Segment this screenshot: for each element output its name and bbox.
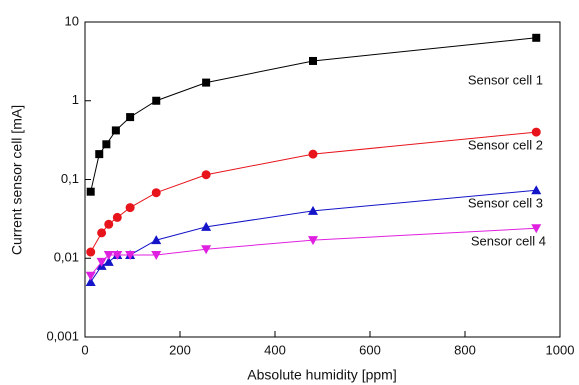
marker <box>86 187 95 196</box>
x-tick-label: 600 <box>359 342 381 357</box>
marker <box>103 250 114 260</box>
marker <box>102 140 111 149</box>
marker <box>308 205 318 215</box>
y-tick-label: 0,01 <box>54 250 79 265</box>
y-tick-label: 0,1 <box>61 171 79 186</box>
marker <box>125 203 135 213</box>
y-axis-title: Current sensor cell [mA] <box>9 105 25 255</box>
marker <box>112 212 122 222</box>
x-tick-label: 400 <box>264 342 286 357</box>
series-label: Sensor cell 2 <box>468 137 543 152</box>
marker <box>308 236 318 246</box>
marker <box>201 170 211 180</box>
plot-frame <box>84 21 561 338</box>
marker <box>111 126 120 135</box>
marker <box>126 113 135 122</box>
x-tick-label: 1000 <box>546 342 575 357</box>
y-tick-label: 0,001 <box>46 328 79 343</box>
marker <box>202 78 211 87</box>
marker <box>86 247 96 257</box>
marker <box>96 257 107 267</box>
marker <box>532 33 541 42</box>
x-tick-label: 200 <box>169 342 191 357</box>
marker <box>151 235 162 245</box>
x-axis-title: Absolute humidity [ppm] <box>247 367 396 383</box>
marker <box>151 188 161 198</box>
marker <box>308 149 318 159</box>
marker <box>152 96 161 105</box>
marker <box>103 256 114 266</box>
series-label: Sensor cell 3 <box>468 195 543 210</box>
marker <box>309 56 317 65</box>
marker <box>85 276 96 286</box>
marker <box>531 127 541 137</box>
marker <box>201 245 212 255</box>
marker <box>531 224 542 234</box>
marker <box>201 221 212 231</box>
y-tick-label: 10 <box>65 13 79 28</box>
marker <box>125 250 136 260</box>
marker <box>95 150 104 159</box>
marker <box>97 228 107 238</box>
marker <box>85 271 96 281</box>
marker <box>531 185 542 195</box>
marker <box>151 250 162 260</box>
x-tick-label: 0 <box>81 342 88 357</box>
series-label: Sensor cell 1 <box>468 72 543 87</box>
x-tick-label: 800 <box>454 342 476 357</box>
marker <box>112 250 123 260</box>
y-tick-label: 1 <box>72 92 79 107</box>
marker <box>104 219 114 229</box>
series-label: Sensor cell 4 <box>471 233 546 248</box>
